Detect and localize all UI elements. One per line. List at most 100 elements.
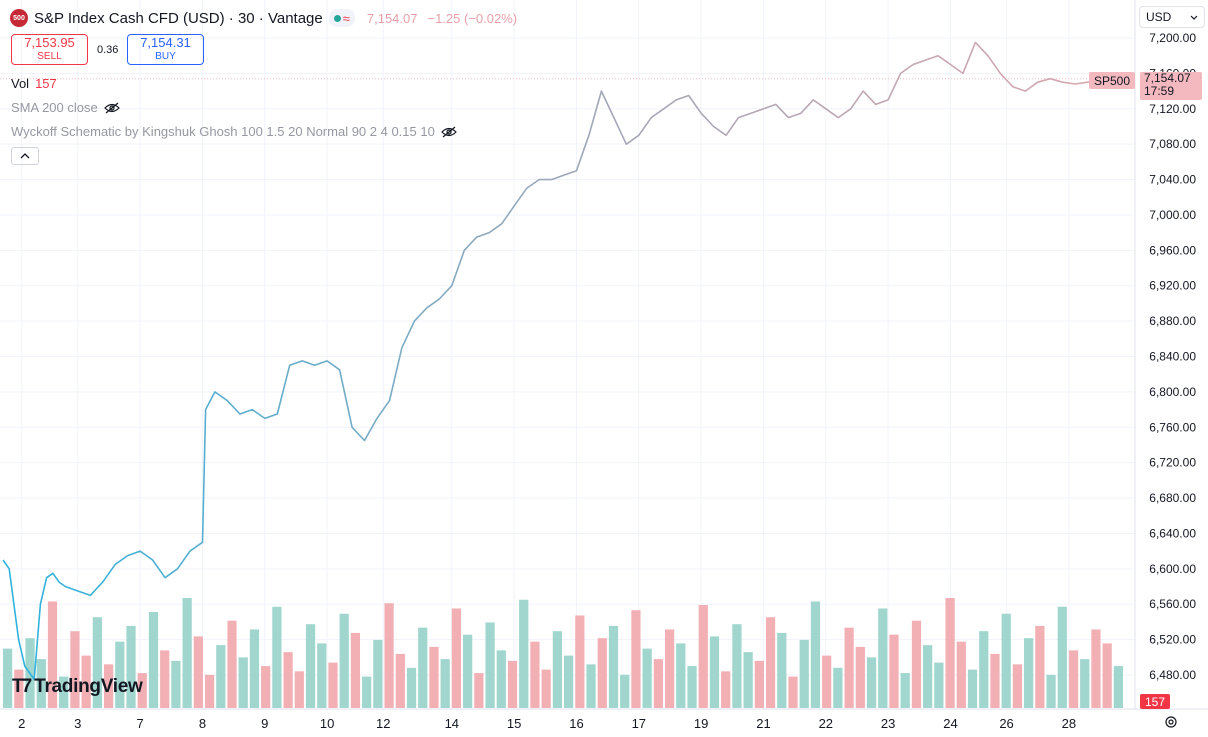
volume-bar (541, 669, 551, 708)
symbol-title[interactable]: S&P Index Cash CFD (USD) · 30 · Vantage (34, 9, 323, 27)
volume-bar (597, 638, 607, 708)
symbol-header: 500 S&P Index Cash CFD (USD) · 30 · Vant… (10, 7, 517, 29)
volume-bar (1080, 659, 1090, 708)
volume-bar (575, 615, 585, 708)
y-tick-label: 7,040.00 (1149, 173, 1196, 187)
volume-bar (945, 598, 955, 708)
volume-bar (47, 601, 58, 708)
volume-bar (642, 648, 652, 708)
volume-bar (620, 674, 630, 708)
y-tick-label: 6,840.00 (1149, 350, 1196, 364)
y-tick-label: 7,120.00 (1149, 102, 1196, 116)
volume-bar (1113, 666, 1123, 708)
last-price-tag: 7,154.07 17:59 (1140, 72, 1202, 100)
volume-legend-label: Vol (11, 76, 30, 91)
volume-bar (496, 650, 506, 708)
tradingview-brand[interactable]: T7 TradingView (12, 676, 143, 698)
volume-bars (3, 598, 1123, 708)
settings-icon[interactable] (1164, 715, 1178, 729)
volume-bar (171, 660, 181, 708)
x-tick-label: 7 (137, 716, 144, 731)
bar-countdown: 17:59 (1144, 84, 1175, 98)
volume-bar (833, 667, 843, 708)
buy-label: BUY (155, 50, 176, 62)
volume-legend[interactable]: Vol 157 (11, 76, 57, 91)
volume-bar (440, 659, 450, 708)
eye-off-icon[interactable] (103, 102, 120, 114)
volume-bar (474, 673, 484, 708)
volume-bar (126, 625, 136, 708)
volume-bar (216, 645, 226, 708)
buy-button[interactable]: 7,154.31 BUY (127, 34, 204, 65)
volume-bar (137, 673, 147, 708)
volume-bar (855, 646, 865, 708)
sell-button[interactable]: 7,153.95 SELL (11, 34, 88, 65)
volume-bar (709, 636, 720, 708)
header-change: −1.25 (−0.02%) (427, 10, 518, 26)
x-tick-label: 23 (881, 716, 895, 731)
volume-bar (507, 660, 518, 708)
volume-bar (36, 659, 46, 708)
x-tick-label: 8 (199, 716, 206, 731)
y-tick-label: 6,960.00 (1149, 243, 1196, 257)
x-tick-label: 10 (320, 716, 334, 731)
y-tick-label: 6,720.00 (1149, 456, 1196, 470)
currency-select[interactable]: USD (1139, 6, 1205, 28)
sma-legend[interactable]: SMA 200 close (11, 100, 120, 115)
volume-bar (227, 620, 237, 708)
y-tick-label: 6,680.00 (1149, 491, 1196, 505)
spread-value: 0.36 (97, 44, 119, 56)
x-tick-label: 2 (18, 716, 25, 731)
sell-price: 7,153.95 (24, 34, 75, 50)
volume-bar (765, 617, 776, 708)
volume-bar (1012, 664, 1023, 708)
volume-bar (59, 676, 69, 708)
y-tick-label: 6,640.00 (1149, 526, 1196, 540)
volume-bar (956, 641, 966, 708)
buy-price: 7,154.31 (140, 34, 191, 50)
volume-bar (339, 613, 349, 708)
volume-bar (721, 671, 731, 708)
volume-bar (923, 645, 933, 708)
eye-off-icon[interactable] (440, 126, 457, 138)
time-scale[interactable]: 2 3 7 8 9 10 12 14 15 16 17 19 21 22 23 24 26 28 (18, 716, 1076, 731)
volume-scale-tag: 157 (1140, 694, 1170, 709)
x-tick-label: 12 (376, 716, 390, 731)
volume-bar (822, 655, 832, 708)
volume-bar (103, 664, 114, 708)
volume-legend-value: 157 (35, 76, 57, 91)
y-tick-label: 6,880.00 (1149, 314, 1196, 328)
volume-bar (1068, 650, 1079, 708)
volume-bar (687, 666, 697, 708)
volume-bar (900, 673, 910, 708)
volume-bar (676, 643, 686, 708)
brand-name: TradingView (34, 676, 143, 697)
x-tick-label: 24 (943, 716, 957, 731)
currency-value: USD (1146, 10, 1172, 24)
volume-bar (1102, 643, 1112, 708)
volume-bar (1046, 674, 1056, 708)
y-tick-label: 6,760.00 (1149, 420, 1196, 434)
volume-bar (564, 655, 574, 708)
wyckoff-legend-label: Wyckoff Schematic by Kingshuk Ghosh 100 … (11, 124, 435, 139)
volume-bar (238, 657, 248, 708)
collapse-legend-button[interactable] (11, 147, 39, 165)
chevron-up-icon (20, 153, 30, 159)
volume-bar (889, 634, 899, 708)
volume-bar (586, 664, 596, 708)
chevron-down-icon (1190, 15, 1198, 20)
volume-bar (350, 632, 361, 708)
symbol-logo-icon[interactable]: 500 (10, 9, 28, 27)
y-tick-label: 6,920.00 (1149, 279, 1196, 293)
volume-bar (799, 639, 809, 708)
price-scale[interactable]: 7,200.007,160.007,120.007,080.007,040.00… (1149, 31, 1196, 682)
wyckoff-legend[interactable]: Wyckoff Schematic by Kingshuk Ghosh 100 … (11, 124, 457, 139)
market-status-badge[interactable]: ≈ (328, 9, 355, 27)
volume-bar (317, 643, 327, 708)
volume-bar (283, 652, 293, 708)
volume-bar (3, 648, 13, 708)
volume-bar (406, 667, 417, 708)
volume-bar (608, 625, 619, 708)
header-last-price: 7,154.07 (366, 10, 418, 26)
